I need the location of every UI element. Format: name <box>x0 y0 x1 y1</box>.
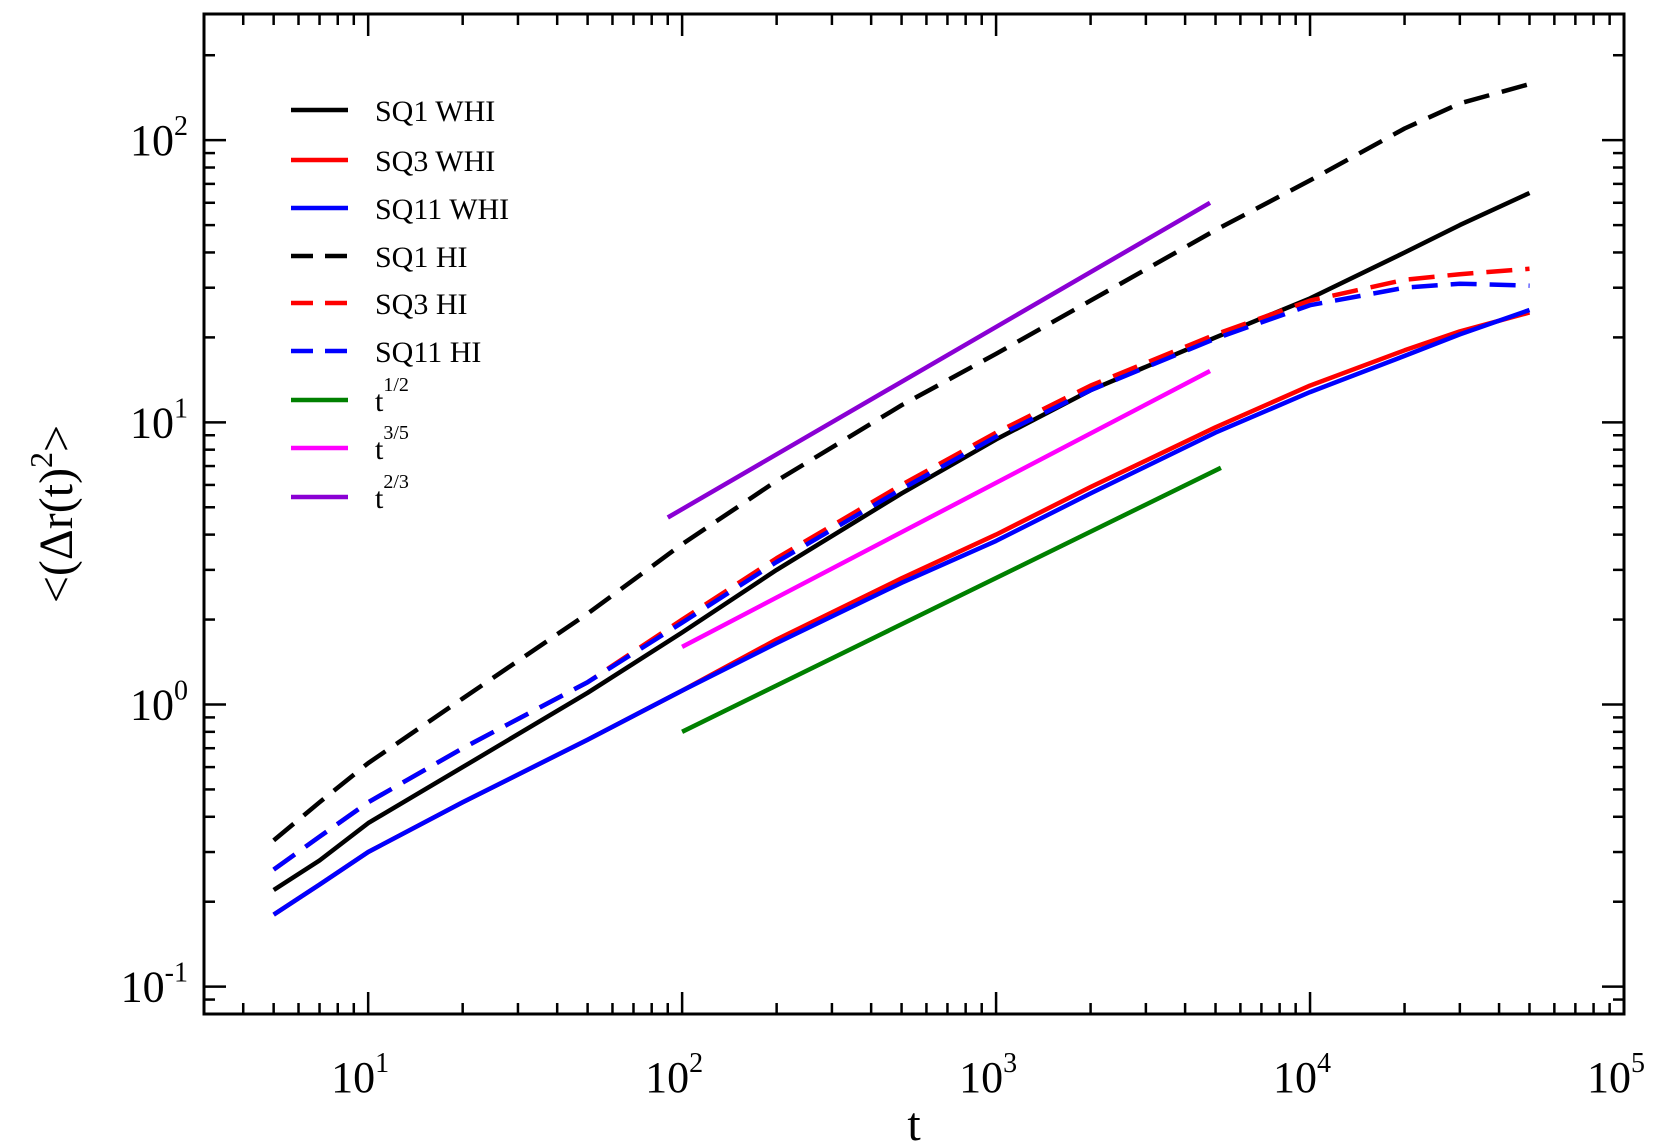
legend: SQ1 WHI SQ3 WHI SQ11 WHI SQ1 HI SQ3 HI SQ11 H… <box>291 95 509 515</box>
y-axis-label-exponent: 2 <box>23 452 59 468</box>
series-line-4 <box>272 266 1530 872</box>
x-axis-label: t <box>907 1098 921 1145</box>
legend-label: SQ3 WHI <box>375 145 495 178</box>
series-line-8 <box>666 200 1212 520</box>
legend-label: SQ1 HI <box>375 241 468 274</box>
y-tick-label: 101 <box>130 393 188 447</box>
series-line-3 <box>272 81 1531 843</box>
y-axis-label-close: > <box>30 425 83 452</box>
legend-label: SQ11 WHI <box>375 193 509 226</box>
legend-label: SQ3 HI <box>375 288 468 321</box>
x-tick-label: 101 <box>331 1048 389 1102</box>
legend-label: SQ1 WHI <box>375 95 495 128</box>
series-line-6 <box>681 465 1222 734</box>
series-line-7 <box>681 369 1212 649</box>
x-tick-label: 102 <box>645 1048 703 1102</box>
series-line-2 <box>272 307 1531 917</box>
y-tick-label: 102 <box>130 111 188 165</box>
legend-label: t1/2 <box>375 374 409 418</box>
series-line-0 <box>272 190 1531 892</box>
y-tick-label: 10-1 <box>121 958 188 1012</box>
x-tick-label: 103 <box>959 1048 1017 1102</box>
y-axis-label-main: <(Δr(t) <box>30 468 83 603</box>
legend-label: t3/5 <box>375 422 409 466</box>
x-tick-label: 104 <box>1273 1048 1331 1102</box>
plot-frame <box>202 12 1626 1016</box>
y-axis-label: <(Δr(t)2> <box>23 425 83 603</box>
series-lines <box>272 81 1531 917</box>
axis-ticks <box>202 14 1626 1016</box>
tick-labels: 101 102 103 104 105 10-1 100 101 102 <box>121 111 1645 1102</box>
legend-label: SQ11 HI <box>375 336 481 369</box>
legend-label: t2/3 <box>375 471 409 515</box>
x-tick-label: 105 <box>1587 1048 1645 1102</box>
y-tick-label: 100 <box>130 675 188 729</box>
